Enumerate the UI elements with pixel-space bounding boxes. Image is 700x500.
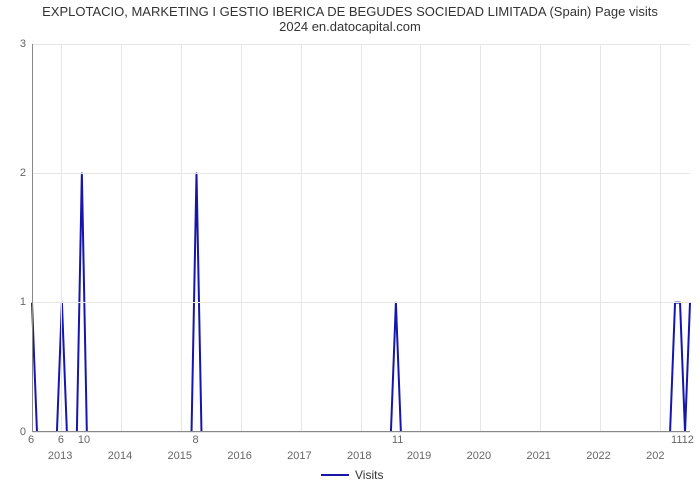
x-year-label: 2018: [347, 450, 371, 462]
data-annotation: 8: [193, 434, 199, 446]
data-annotation: 1112: [671, 434, 694, 446]
x-year-label: 2016: [227, 450, 251, 462]
x-year-label: 2019: [407, 450, 431, 462]
plot-area: [32, 44, 690, 432]
gridline-v: [241, 44, 242, 432]
x-year-label: 202: [646, 450, 664, 462]
y-tick-label: 0: [20, 426, 26, 438]
gridline-v: [361, 44, 362, 432]
legend: Visits: [321, 468, 383, 482]
chart-title: EXPLOTACIO, MARKETING I GESTIO IBERICA D…: [0, 4, 700, 34]
data-annotation: 10: [78, 434, 90, 446]
chart-container: EXPLOTACIO, MARKETING I GESTIO IBERICA D…: [0, 0, 700, 500]
gridline-v: [121, 44, 122, 432]
gridline-v: [181, 44, 182, 432]
x-year-label: 2021: [526, 450, 550, 462]
gridline-v: [301, 44, 302, 432]
data-annotation: 6: [28, 434, 34, 446]
legend-label: Visits: [355, 468, 383, 482]
y-tick-label: 3: [20, 38, 26, 50]
y-tick-label: 1: [20, 296, 26, 308]
x-year-label: 2020: [467, 450, 491, 462]
data-annotation: 6: [58, 434, 64, 446]
axis-bottom: [32, 431, 690, 432]
x-year-label: 2014: [108, 450, 132, 462]
legend-swatch: [321, 474, 349, 476]
gridline-v: [660, 44, 661, 432]
x-year-label: 2022: [586, 450, 610, 462]
title-line1: EXPLOTACIO, MARKETING I GESTIO IBERICA D…: [0, 4, 700, 19]
y-tick-label: 2: [20, 167, 26, 179]
x-year-label: 2017: [287, 450, 311, 462]
axis-left: [32, 44, 33, 432]
gridline-v: [480, 44, 481, 432]
gridline-v: [540, 44, 541, 432]
data-annotation: 11: [392, 434, 403, 446]
x-year-label: 2015: [168, 450, 192, 462]
gridline-v: [61, 44, 62, 432]
gridline-v: [420, 44, 421, 432]
title-line2: 2024 en.datocapital.com: [0, 19, 700, 34]
x-year-label: 2013: [48, 450, 72, 462]
gridline-v: [600, 44, 601, 432]
